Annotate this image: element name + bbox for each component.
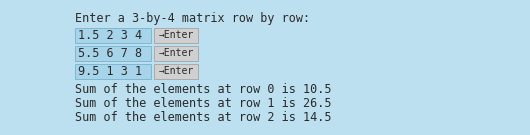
FancyBboxPatch shape — [154, 46, 198, 61]
FancyBboxPatch shape — [75, 46, 151, 61]
Text: Sum of the elements at row 2 is 14.5: Sum of the elements at row 2 is 14.5 — [75, 111, 331, 124]
FancyBboxPatch shape — [154, 28, 198, 43]
Text: →Enter: →Enter — [158, 67, 193, 77]
Text: Sum of the elements at row 1 is 26.5: Sum of the elements at row 1 is 26.5 — [75, 97, 331, 110]
FancyBboxPatch shape — [75, 64, 151, 79]
Text: Sum of the elements at row 0 is 10.5: Sum of the elements at row 0 is 10.5 — [75, 83, 331, 96]
Text: 9.5 1 3 1: 9.5 1 3 1 — [78, 65, 142, 78]
Text: 1.5 2 3 4: 1.5 2 3 4 — [78, 29, 142, 42]
Text: 5.5 6 7 8: 5.5 6 7 8 — [78, 47, 142, 60]
Text: →Enter: →Enter — [158, 48, 193, 58]
Text: →Enter: →Enter — [158, 31, 193, 40]
Text: Enter a 3-by-4 matrix row by row:: Enter a 3-by-4 matrix row by row: — [75, 12, 310, 25]
FancyBboxPatch shape — [154, 64, 198, 79]
FancyBboxPatch shape — [75, 28, 151, 43]
